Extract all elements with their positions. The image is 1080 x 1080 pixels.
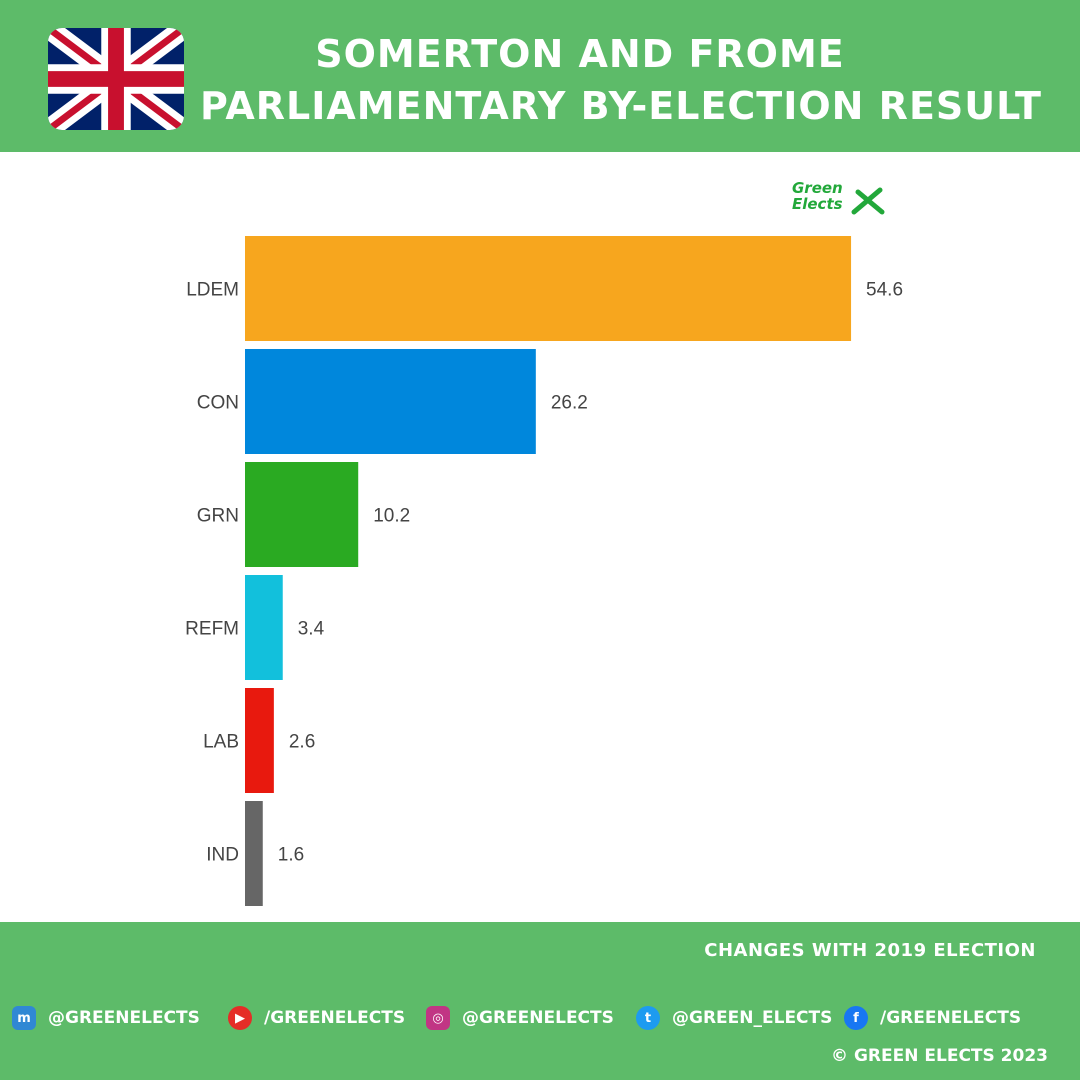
bar-grn [245, 462, 359, 567]
category-label-ind: IND [206, 845, 239, 866]
value-label-grn: 10.2 [373, 506, 410, 527]
uk-flag-icon [48, 28, 184, 130]
social-facebook[interactable]: f /GREENELECTS [844, 1002, 1021, 1034]
social-mastodon[interactable]: m @GREENELECTS [12, 1002, 200, 1034]
mastodon-icon: m [12, 1006, 36, 1030]
logo-line-1: Green [792, 179, 843, 197]
category-label-lab: LAB [203, 732, 239, 753]
category-label-grn: GRN [197, 506, 239, 527]
value-label-ind: 1.6 [278, 845, 304, 866]
bar-con [245, 349, 536, 454]
bar-chart: LDEM 54.6 CON 26.2 GRN 10.2 REFM 3.4 LAB 2.6 IND 1.… [0, 220, 1080, 920]
page-title: SOMERTON AND FROME PARLIAMENTARY BY-ELEC… [200, 28, 1042, 132]
social-twitter-label: @GREEN_ELECTS [672, 1008, 833, 1028]
social-instagram[interactable]: ◎ @GREENELECTS [426, 1002, 614, 1034]
social-facebook-label: /GREENELECTS [880, 1008, 1022, 1028]
category-label-refm: REFM [185, 619, 239, 640]
green-elects-logo: Green Elects [792, 180, 892, 220]
social-instagram-label: @GREENELECTS [462, 1008, 614, 1028]
youtube-icon: ▶ [228, 1006, 252, 1030]
copyright-text: © GREEN ELECTS 2023 [831, 1046, 1048, 1066]
bar-lab [245, 688, 274, 793]
title-line-2: PARLIAMENTARY BY-ELECTION RESULT [200, 84, 1042, 128]
social-youtube[interactable]: ▶ /GREENELECTS [228, 1002, 405, 1034]
bar-refm [245, 575, 283, 680]
value-label-con: 26.2 [551, 393, 588, 414]
social-links: m @GREENELECTS ▶ /GREENELECTS ◎ @GREENEL… [0, 1002, 1080, 1034]
social-mastodon-label: @GREENELECTS [48, 1008, 200, 1028]
category-label-ldem: LDEM [186, 280, 239, 301]
value-label-lab: 2.6 [289, 732, 315, 753]
header-banner: SOMERTON AND FROME PARLIAMENTARY BY-ELEC… [0, 0, 1080, 152]
instagram-icon: ◎ [426, 1006, 450, 1030]
bar-ldem [245, 236, 852, 341]
social-twitter[interactable]: t @GREEN_ELECTS [636, 1002, 832, 1034]
facebook-icon: f [844, 1006, 868, 1030]
bar-ind [245, 801, 263, 906]
title-line-1: SOMERTON AND FROME [315, 32, 845, 76]
twitter-icon: t [636, 1006, 660, 1030]
footer-banner: CHANGES WITH 2019 ELECTION m @GREENELECT… [0, 922, 1080, 1080]
value-label-ldem: 54.6 [866, 280, 903, 301]
changes-label: CHANGES WITH 2019 ELECTION [704, 940, 1036, 961]
bar-chart-svg: LDEM 54.6 CON 26.2 GRN 10.2 REFM 3.4 LAB 2.6 IND 1.… [185, 236, 903, 906]
category-label-con: CON [197, 393, 239, 414]
social-youtube-label: /GREENELECTS [264, 1008, 406, 1028]
logo-line-2: Elects [792, 195, 843, 213]
value-label-refm: 3.4 [298, 619, 325, 640]
cross-mark-icon [851, 187, 885, 215]
